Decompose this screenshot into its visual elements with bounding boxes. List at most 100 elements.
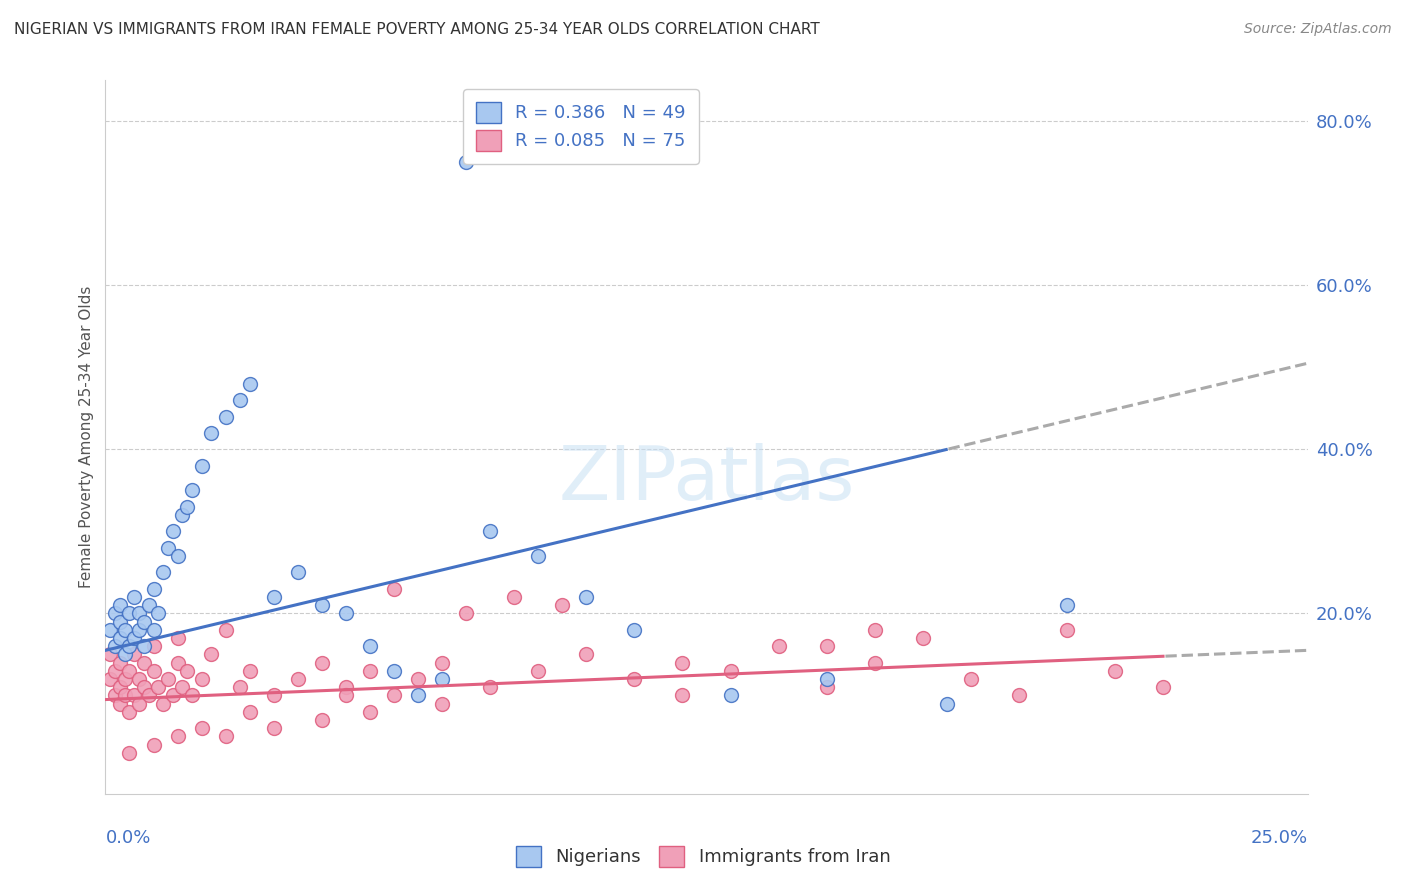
Point [335,689,357,703]
Point [454,155,477,169]
Point [172,680,194,694]
Point [128,697,150,711]
Point [108,599,131,613]
Point [287,672,309,686]
Point [132,656,155,670]
Point [176,664,198,678]
Point [181,689,204,703]
Point [768,639,790,653]
Text: Source: ZipAtlas.com: Source: ZipAtlas.com [1244,22,1392,37]
Point [551,599,574,613]
Point [118,607,141,621]
Point [214,730,236,744]
Point [527,664,550,678]
Point [936,697,959,711]
Point [142,582,165,596]
Point [190,458,212,473]
Point [148,607,170,621]
Point [575,590,598,604]
Point [104,664,127,678]
Point [406,672,429,686]
Point [263,689,285,703]
Point [911,631,934,645]
Point [104,689,127,703]
Point [128,607,150,621]
Point [132,615,155,629]
Point [166,631,188,645]
Point [108,615,131,629]
Point [124,631,146,645]
Point [172,508,194,522]
Point [382,582,405,596]
Point [98,672,121,686]
Point [335,680,357,694]
Point [479,524,502,539]
Point [124,648,146,662]
Point [190,721,212,735]
Point [239,705,262,719]
Point [156,672,179,686]
Point [311,713,333,727]
Point [152,566,174,580]
Point [108,656,131,670]
Point [166,549,188,563]
Point [128,623,150,637]
Point [108,697,131,711]
Point [1056,599,1078,613]
Point [359,639,381,653]
Point [166,656,188,670]
Point [142,639,165,653]
Point [430,697,453,711]
Point [623,623,645,637]
Point [162,689,184,703]
Point [815,639,838,653]
Point [114,623,136,637]
Point [118,705,141,719]
Point [156,541,179,555]
Point [335,607,357,621]
Point [382,664,405,678]
Point [148,680,170,694]
Y-axis label: Female Poverty Among 25-34 Year Olds: Female Poverty Among 25-34 Year Olds [79,286,94,588]
Point [114,648,136,662]
Point [454,607,477,621]
Point [382,689,405,703]
Point [152,697,174,711]
Point [311,656,333,670]
Point [239,376,262,391]
Point [1008,689,1031,703]
Point [181,483,204,498]
Point [263,721,285,735]
Point [239,664,262,678]
Point [815,680,838,694]
Point [142,664,165,678]
Text: ZIPatlas: ZIPatlas [558,443,855,516]
Point [503,590,526,604]
Point [190,672,212,686]
Point [671,656,693,670]
Point [311,599,333,613]
Point [1104,664,1126,678]
Point [200,648,222,662]
Point [128,672,150,686]
Point [214,623,236,637]
Point [142,623,165,637]
Point [98,648,121,662]
Point [108,631,131,645]
Point [104,607,127,621]
Point [720,664,742,678]
Point [166,730,188,744]
Point [527,549,550,563]
Point [118,664,141,678]
Point [142,738,165,752]
Text: 25.0%: 25.0% [1250,829,1308,847]
Point [863,656,886,670]
Point [863,623,886,637]
Point [359,705,381,719]
Point [214,409,236,424]
Text: NIGERIAN VS IMMIGRANTS FROM IRAN FEMALE POVERTY AMONG 25-34 YEAR OLDS CORRELATIO: NIGERIAN VS IMMIGRANTS FROM IRAN FEMALE … [14,22,820,37]
Point [138,689,160,703]
Point [575,648,598,662]
Point [114,689,136,703]
Point [623,672,645,686]
